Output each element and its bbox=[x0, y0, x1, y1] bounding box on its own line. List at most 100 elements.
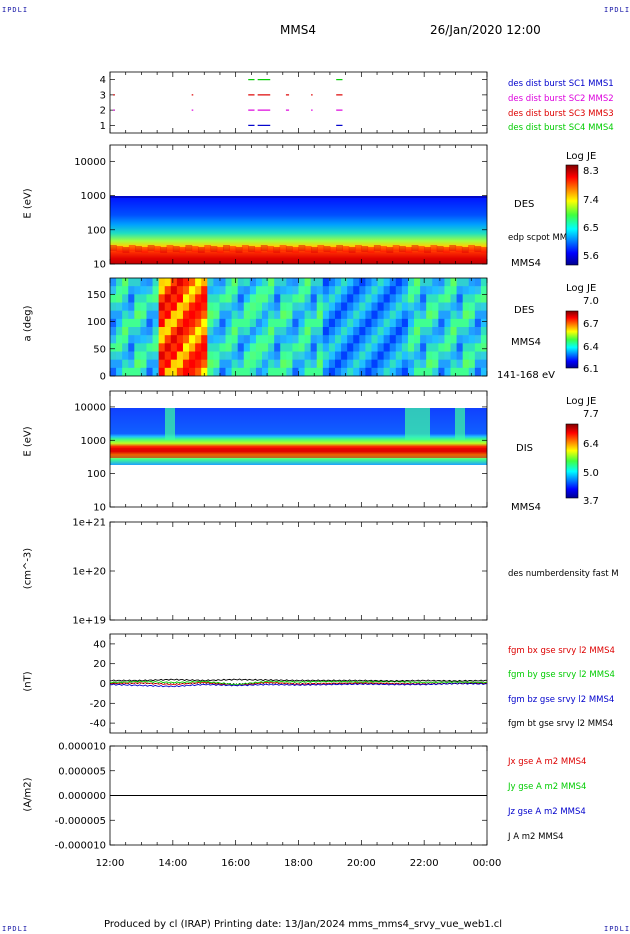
des-pitch-cell bbox=[249, 327, 257, 336]
des-pitch-cell bbox=[432, 335, 439, 344]
time-tick-label: 22:00 bbox=[410, 858, 439, 869]
des-pitch-cell bbox=[201, 318, 208, 328]
des-pitch-cell bbox=[274, 302, 281, 312]
corner-mark-top-left: IPDLI bbox=[2, 6, 29, 14]
bfield-series-line bbox=[109, 680, 488, 686]
des-pitch-cell bbox=[401, 327, 409, 336]
des-pitch-cell bbox=[414, 278, 421, 287]
des-pitch-cell bbox=[128, 343, 135, 352]
des-pitch-cell bbox=[213, 351, 220, 361]
des-pitch-cell bbox=[274, 335, 281, 344]
des-pitch-cell bbox=[407, 359, 415, 369]
des-pitch-cell bbox=[426, 367, 433, 376]
des-pitch-cell bbox=[170, 286, 178, 295]
des-pitch-cell bbox=[450, 367, 457, 376]
des-pitch-cell bbox=[268, 327, 275, 336]
des-pitch-cell bbox=[383, 278, 391, 287]
des-pitch-cell bbox=[243, 286, 251, 295]
des-pitch-cell bbox=[450, 278, 457, 287]
des-pitch-cell bbox=[328, 302, 336, 312]
des-pitch-cell bbox=[438, 343, 445, 352]
des-pitch-cell bbox=[316, 318, 324, 328]
des-pitch-cell bbox=[249, 359, 257, 369]
des-pitch-cell bbox=[116, 310, 123, 320]
des-pitch-cell bbox=[468, 327, 476, 336]
des-pitch-cell bbox=[341, 351, 348, 361]
des-pitch-cell bbox=[480, 335, 487, 344]
des-pitch-cell bbox=[170, 351, 178, 361]
des-energy-y-tick-label: 10 bbox=[93, 260, 106, 271]
des-pitch-cell bbox=[347, 318, 354, 328]
des-pitch-cell bbox=[328, 367, 336, 376]
des-pitch-cell bbox=[407, 302, 415, 312]
des-pitch-cell bbox=[456, 302, 464, 312]
des-pitch-cell bbox=[444, 359, 451, 369]
des-pitch-cell bbox=[432, 302, 439, 312]
des-pitch-cell bbox=[450, 302, 457, 312]
des-pitch-cell bbox=[414, 335, 421, 344]
des-pitch-cell bbox=[146, 294, 153, 303]
colorbar-1-min: 5.6 bbox=[583, 251, 599, 262]
des-pitch-cell bbox=[128, 318, 135, 328]
des-pitch-cell bbox=[182, 294, 190, 303]
des-pitch-cell bbox=[316, 310, 324, 320]
des-pitch-cell bbox=[456, 351, 464, 361]
des-pitch-cell bbox=[298, 318, 305, 328]
dis-energy-enhancement bbox=[455, 408, 465, 440]
des-pitch-cell bbox=[292, 278, 299, 287]
des-pitch-cell bbox=[201, 343, 208, 352]
des-pitch-cell bbox=[255, 318, 263, 328]
des-pitch-cell bbox=[407, 351, 415, 361]
des-species-label: DES bbox=[514, 199, 535, 210]
des-pitch-cell bbox=[383, 318, 391, 328]
des-pitch-cell bbox=[213, 286, 220, 295]
des-pitch-cell bbox=[304, 351, 312, 361]
des-pitch-cell bbox=[359, 302, 366, 312]
des-pitch-cell bbox=[249, 351, 257, 361]
des-pitch-cell bbox=[195, 302, 202, 312]
des-energy-hot-strip bbox=[424, 247, 431, 253]
des-pitch-cell bbox=[316, 359, 324, 369]
des-pitch-cell bbox=[389, 286, 397, 295]
des-pitch-cell bbox=[219, 351, 226, 361]
des-pitch-cell bbox=[243, 351, 251, 361]
colorbar-3 bbox=[565, 423, 579, 499]
des-pitch-cell bbox=[189, 278, 196, 287]
des-pitch-cell bbox=[243, 367, 251, 376]
des-pitch-cell bbox=[347, 359, 354, 369]
bfield-legend-bz: fgm bz gse srvy l2 MMS4 bbox=[508, 695, 615, 705]
des-pitch-cell bbox=[146, 367, 153, 376]
des-pitch-cell bbox=[262, 343, 269, 352]
des-pitch-cell bbox=[456, 343, 464, 352]
des-energy-hot-strip bbox=[292, 247, 299, 253]
des-pitch-cell bbox=[353, 335, 360, 344]
burst-legend-mms2: des dist burst SC2 MMS2 bbox=[508, 94, 614, 104]
des-energy-hot-strip bbox=[147, 245, 155, 251]
des-pitch-spectrogram bbox=[110, 278, 487, 376]
des-pitch-cell bbox=[134, 310, 141, 320]
des-pitch-cell bbox=[389, 294, 397, 303]
des-pitch-cell bbox=[134, 367, 141, 376]
edp-scpot-label: edp scpot MMS4 bbox=[508, 233, 578, 243]
des-pitch-cell bbox=[286, 335, 293, 344]
des-pitch-cell bbox=[110, 318, 117, 328]
des-pitch-cell bbox=[328, 343, 336, 352]
des-pitch-cell bbox=[182, 278, 190, 287]
des-pitch-cell bbox=[414, 302, 421, 312]
des-pitch-cell bbox=[420, 335, 427, 344]
des-pitch-cell bbox=[292, 351, 299, 361]
des-pitch-cell bbox=[480, 286, 487, 295]
des-pitch-cell bbox=[456, 335, 464, 344]
des-pitch-y-tick-label: 150 bbox=[87, 290, 106, 301]
des-pitch-cell bbox=[395, 359, 403, 369]
des-pitch-cell bbox=[122, 286, 129, 295]
des-pitch-cell bbox=[322, 359, 330, 369]
des-pitch-cell bbox=[310, 278, 318, 287]
des-energy-hot-strip bbox=[273, 247, 281, 253]
des-pitch-cell bbox=[201, 310, 208, 320]
colorbar-3-title: Log JE bbox=[566, 396, 597, 407]
des-pitch-cell bbox=[158, 302, 166, 312]
des-pitch-cell bbox=[480, 367, 487, 376]
des-pitch-cell bbox=[438, 318, 445, 328]
des-pitch-cell bbox=[377, 335, 385, 344]
